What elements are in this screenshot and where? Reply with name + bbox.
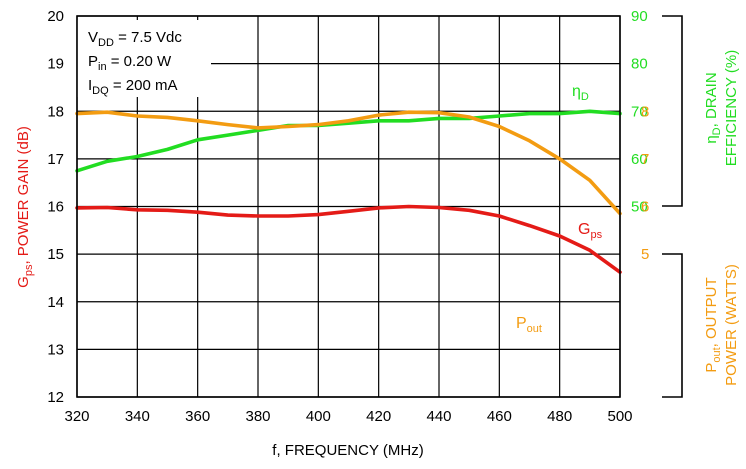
left-y-tick-label: 13 [47,341,64,358]
efficiency-axis-bracket [662,15,683,207]
left-y-tick-label: 12 [47,389,64,406]
condition-idq: IDQ = 200 mA [88,77,177,97]
condition-vdd: VDD = 7.5 Vdc [88,29,182,49]
left-y-tick-label: 14 [47,294,64,311]
x-tick-label: 320 [64,408,89,425]
x-tick-label: 340 [125,408,150,425]
left-axis-label: Gps, POWER GAIN (dB) [15,126,35,288]
power-tick-label: 6 [641,199,649,216]
power-axis-bracket [662,253,683,398]
efficiency-axis-label: ηD, DRAIN [703,72,723,143]
efficiency-axis-label-line2: EFFICIENCY (%) [723,50,740,166]
left-y-tick-label: 16 [47,199,64,216]
series-line-gain [75,204,622,275]
efficiency-tick-label: 50 [631,199,648,216]
x-axis-ticks: 320 340 360 380 400 420 440 460 480 500 [64,408,632,425]
left-y-tick-label: 15 [47,246,64,263]
efficiency-tick-label: 60 [631,151,648,168]
efficiency-tick-label: 80 [631,56,648,73]
power-tick-label: 8 [641,103,649,120]
series-label-gain: Gps [578,221,603,241]
power-tick-label: 5 [641,246,649,263]
efficiency-axis-ticks: 50 60 70 80 90 [631,8,648,216]
x-tick-label: 380 [245,408,270,425]
left-y-tick-label: 19 [47,56,64,73]
series-line-efficiency [75,109,622,173]
left-y-tick-label: 20 [47,8,64,25]
efficiency-tick-label: 70 [631,103,648,120]
left-y-tick-label: 18 [47,103,64,120]
x-tick-label: 460 [487,408,512,425]
x-tick-label: 500 [607,408,632,425]
series-label-efficiency: ηD [572,83,589,103]
efficiency-tick-label: 90 [631,8,648,25]
power-axis-label: Pout, OUTPUT [703,277,723,372]
x-tick-label: 400 [306,408,331,425]
power-axis-ticks: 5 6 7 8 [641,103,649,263]
left-axis-ticks: 12 13 14 15 16 17 18 19 20 [47,8,64,406]
power-tick-label: 7 [641,151,649,168]
x-axis-label: f, FREQUENCY (MHz) [272,442,423,459]
series-line-power [75,110,622,216]
x-tick-label: 480 [547,408,572,425]
x-tick-label: 440 [426,408,451,425]
series-label-power: Pout [516,315,542,335]
power-axis-label-line2: POWER (WATTS) [723,264,740,386]
left-y-tick-label: 17 [47,151,64,168]
x-tick-label: 360 [185,408,210,425]
condition-pin: Pin = 0.20 W [88,53,172,73]
x-tick-label: 420 [366,408,391,425]
plot-frame [76,15,621,398]
series-lines [75,109,622,275]
label-backgrounds [77,20,614,338]
